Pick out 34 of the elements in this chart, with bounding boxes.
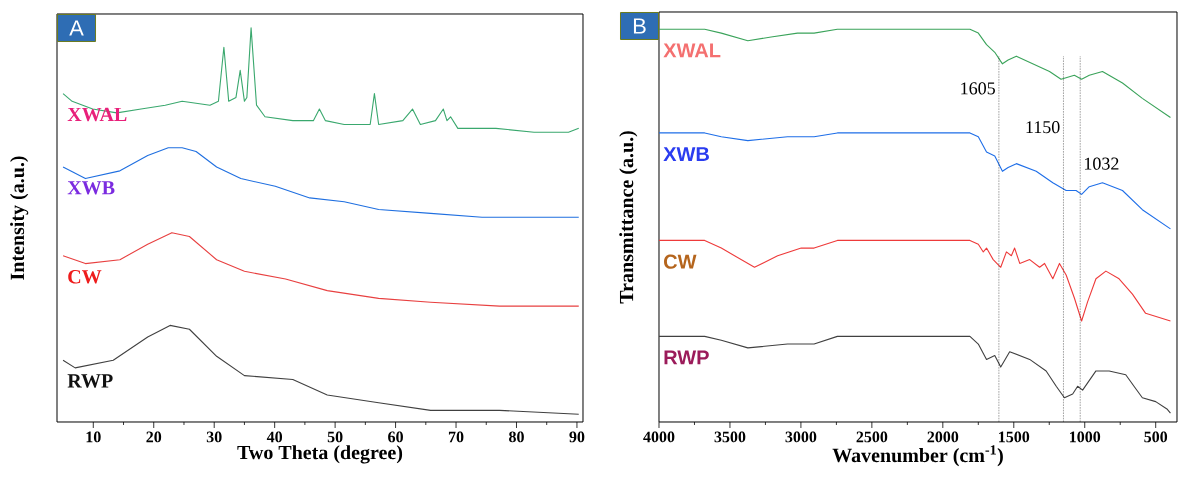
series-label: RWP xyxy=(67,374,113,388)
x-tick-label: 30 xyxy=(206,431,222,443)
x-tick-label: 4000 xyxy=(643,431,675,443)
x-tick-label: 50 xyxy=(327,431,343,443)
x-tick-label: 80 xyxy=(509,431,524,443)
x-tick-label: 2500 xyxy=(856,431,888,443)
x-tick-label: 40 xyxy=(266,431,283,443)
x-tick-label: 1500 xyxy=(999,431,1030,443)
text: B xyxy=(633,18,646,34)
ref-line-label: 1150 xyxy=(1026,121,1060,134)
x-axis-title: Wavenumber (cm$^{-1}$) xyxy=(832,445,1003,467)
x-tick-label: 2000 xyxy=(927,431,959,443)
y-axis-title: Intensity (a.u.) xyxy=(10,156,29,280)
series-label: CW xyxy=(664,254,697,269)
series-label: XWB xyxy=(67,181,115,195)
series-label: CW xyxy=(68,270,102,284)
ref-line-label: 1605 xyxy=(961,82,995,95)
x-tick-label: 500 xyxy=(1144,431,1168,443)
x-tick-label: 10 xyxy=(86,431,101,443)
x-tick-label: 3000 xyxy=(785,431,817,443)
y-axis-title: Transmittance (a.u.) xyxy=(619,131,638,304)
x-tick-label: 1000 xyxy=(1070,431,1101,443)
x-tick-label: 3500 xyxy=(714,431,746,443)
x-tick-label: 90 xyxy=(569,431,585,443)
x-tick-label: 20 xyxy=(146,431,162,443)
series-label: XWAL xyxy=(67,107,127,122)
series-label: RWP xyxy=(664,350,709,365)
x-tick-label: 70 xyxy=(448,431,464,443)
series-label: XWAL xyxy=(663,43,721,58)
x-axis-title: Two Theta (degree) xyxy=(237,445,403,464)
annotation: A xyxy=(69,20,84,36)
series-label: XWB xyxy=(663,147,709,161)
ref-line-label: 1032 xyxy=(1084,157,1119,170)
x-tick-label: 60 xyxy=(388,431,403,443)
